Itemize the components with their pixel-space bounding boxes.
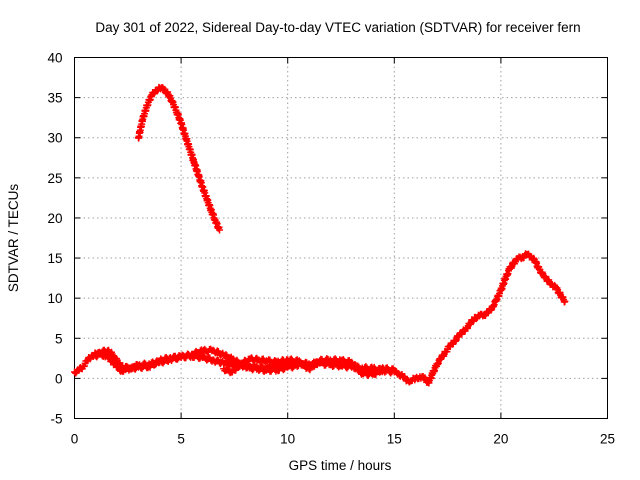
x-tick-label: 20 [493,432,508,447]
y-axis-label: SDTVAR / TECUs [6,184,21,293]
chart-title: Day 301 of 2022, Sidereal Day-to-day VTE… [95,20,580,35]
y-tick-label: 10 [47,291,62,306]
y-tick-label: 20 [47,211,62,226]
y-tick-label: 40 [47,51,62,66]
series-lower-spread [92,345,302,375]
series-trace [93,345,301,375]
data-marks [71,83,569,387]
series-trace [221,354,397,379]
series-upper-spread [220,354,398,379]
x-tick-label: 10 [280,432,295,447]
axis-tick-labels: 0 5 10 15 20 25 -5 0 5 10 15 20 25 30 35 40 [47,51,615,447]
x-tick-label: 5 [177,432,185,447]
plot-area-frame [74,57,608,419]
x-axis-label: GPS time / hours [289,458,392,473]
y-tick-label: 0 [55,371,63,386]
y-tick-label: 5 [55,331,63,346]
y-tick-label: -5 [50,412,62,427]
y-tick-label: 25 [47,171,62,186]
x-tick-label: 25 [600,432,615,447]
series-arc-high [135,83,223,234]
x-tick-label: 0 [71,432,79,447]
y-tick-label: 35 [47,91,62,106]
series-trace [135,83,223,232]
x-tick-label: 15 [387,432,402,447]
y-tick-label: 30 [47,131,62,146]
grid [74,57,608,419]
y-tick-label: 15 [47,251,62,266]
axis-ticks [74,57,608,419]
